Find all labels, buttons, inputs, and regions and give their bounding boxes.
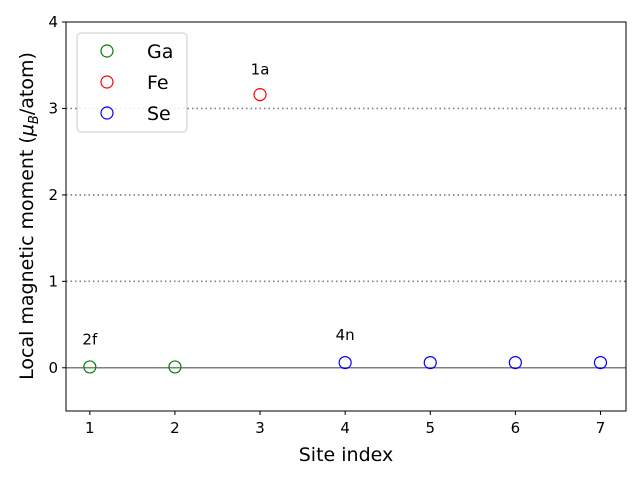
- annotation-2f: 2f: [82, 330, 98, 348]
- point-ga-site-2: [168, 360, 182, 374]
- legend-label-fe: Fe: [147, 72, 169, 94]
- x-tick-label-2: 2: [170, 419, 180, 437]
- y-axis-label-mu: μ: [16, 124, 38, 137]
- annotation-4n: 4n: [336, 326, 355, 344]
- data-points: [83, 88, 608, 374]
- x-tick-label-6: 6: [511, 419, 521, 437]
- y-tick-label-1: 1: [48, 272, 58, 290]
- y-tick-label-0: 0: [48, 359, 58, 377]
- plot-frame: [65, 21, 627, 412]
- legend-marker-se: [100, 106, 114, 120]
- legend-marker-fe: [100, 75, 114, 89]
- annotations: 2f 1a 4n: [82, 61, 354, 349]
- point-se-site-5: [423, 355, 437, 370]
- legend-label-ga: Ga: [147, 41, 173, 63]
- y-axis-label: Local magnetic moment (μB/atom): [16, 52, 42, 380]
- annotation-1a: 1a: [251, 61, 270, 79]
- gridlines: [66, 107, 626, 369]
- y-tick-label-2: 2: [48, 186, 58, 204]
- y-axis-label-subscript: B: [27, 115, 42, 124]
- legend: Ga Fe Se: [76, 32, 188, 133]
- point-ga-site-1: [83, 360, 97, 374]
- x-axis-label: Site index: [299, 444, 394, 466]
- point-fe-site-3: [253, 88, 267, 102]
- x-tick-label-1: 1: [85, 419, 95, 437]
- x-tick-label-4: 4: [340, 419, 350, 437]
- point-se-site-6: [508, 355, 522, 370]
- x-axis-ticks: 1 2 3 4 5 6 7: [85, 411, 605, 437]
- x-tick-label-5: 5: [425, 419, 435, 437]
- y-tick-label-4: 4: [48, 13, 58, 31]
- point-se-site-4: [338, 355, 352, 370]
- legend-label-se: Se: [147, 103, 171, 125]
- y-tick-label-3: 3: [48, 99, 58, 117]
- y-axis-label-prefix: Local magnetic moment (: [16, 136, 38, 380]
- x-tick-label-3: 3: [255, 419, 265, 437]
- legend-marker-ga: [100, 44, 114, 58]
- x-tick-label-7: 7: [596, 419, 606, 437]
- y-axis-ticks: 0 1 2 3 4: [48, 13, 66, 377]
- point-se-site-7: [593, 355, 608, 370]
- y-axis-label-suffix: /atom): [16, 52, 38, 115]
